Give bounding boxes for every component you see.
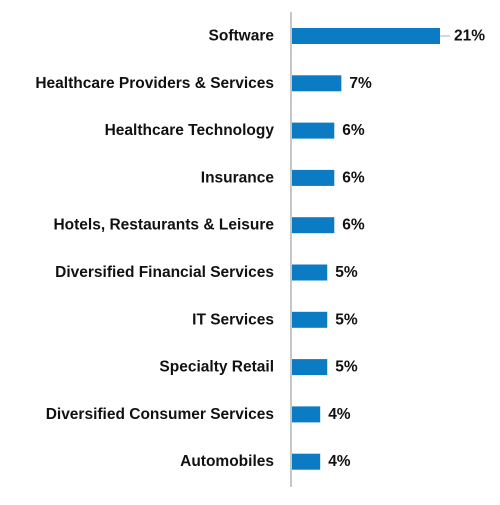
category-label: Software <box>209 28 275 45</box>
value-label: 21% <box>454 28 485 45</box>
chart-rows: Software 21% Healthcare Providers & Servic… <box>35 28 485 471</box>
value-label: 6% <box>342 122 365 139</box>
value-label: 6% <box>342 169 365 186</box>
bar <box>292 28 440 44</box>
bar <box>292 75 342 92</box>
category-label: Diversified Financial Services <box>55 264 274 281</box>
value-label: 4% <box>328 453 351 470</box>
bar <box>292 311 328 328</box>
category-label: Healthcare Technology <box>105 122 275 139</box>
category-label: IT Services <box>192 311 274 328</box>
value-label: 5% <box>335 311 358 328</box>
bar <box>292 122 335 139</box>
bar <box>292 217 335 234</box>
value-label: 5% <box>335 359 358 376</box>
category-label: Hotels, Restaurants & Leisure <box>53 217 274 234</box>
bar <box>292 453 321 470</box>
value-label: 5% <box>335 264 358 281</box>
value-label: 4% <box>328 406 351 423</box>
bar <box>292 359 328 376</box>
category-label: Healthcare Providers & Services <box>35 75 274 92</box>
category-label: Automobiles <box>180 453 274 470</box>
value-label: 7% <box>349 75 372 92</box>
category-label: Insurance <box>201 169 275 186</box>
bar <box>292 264 328 281</box>
bar <box>292 169 335 186</box>
value-label: 6% <box>342 217 365 234</box>
bar <box>292 406 321 423</box>
category-label: Diversified Consumer Services <box>46 406 274 423</box>
category-label: Specialty Retail <box>159 359 274 376</box>
